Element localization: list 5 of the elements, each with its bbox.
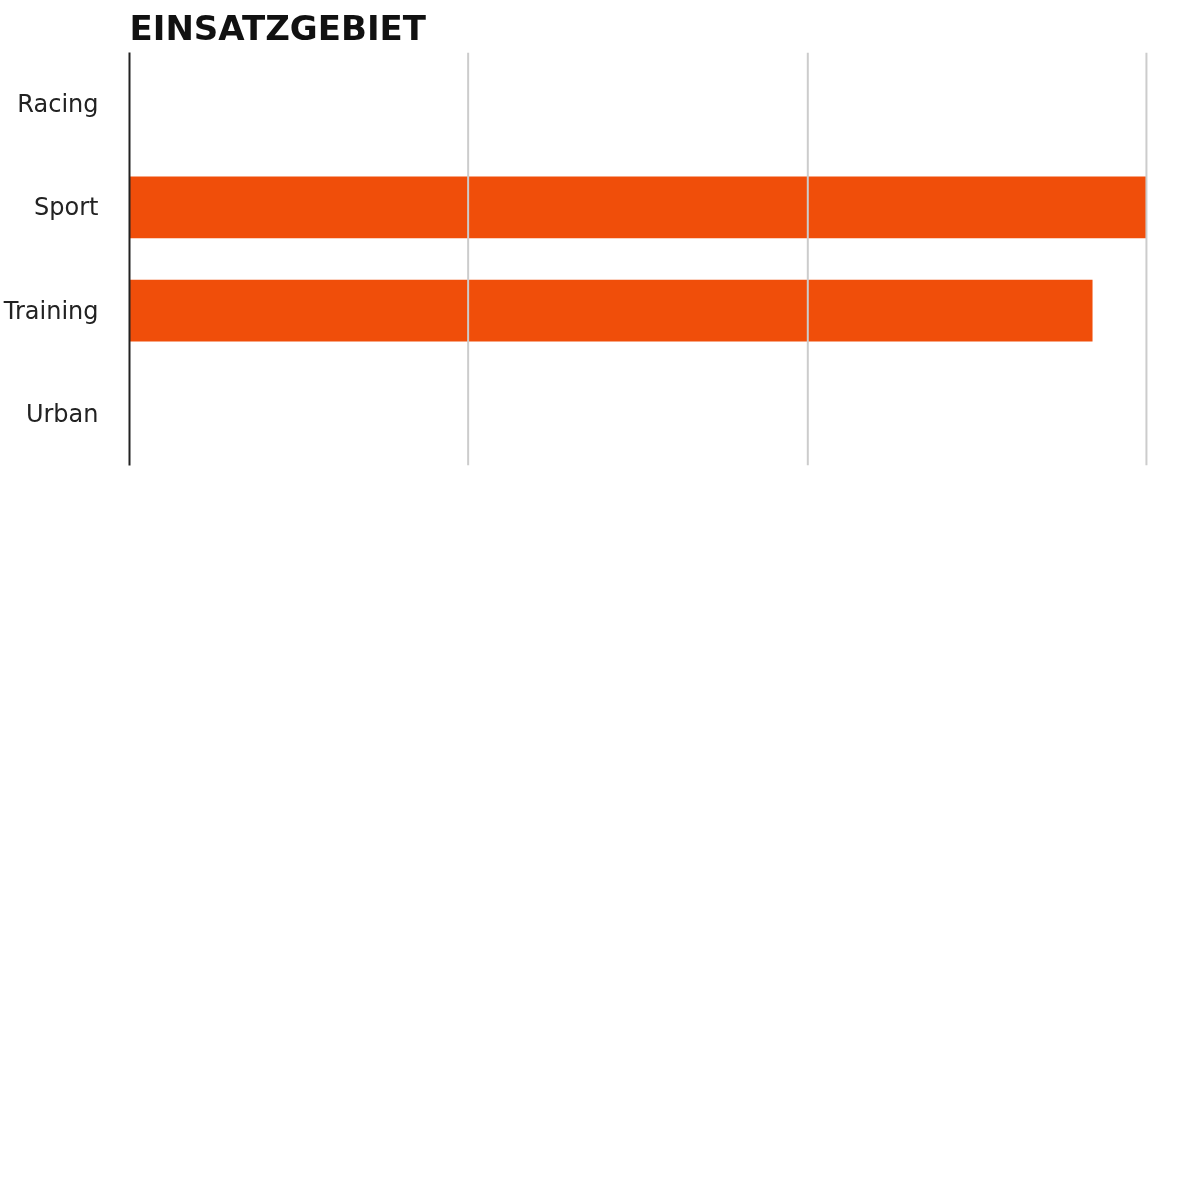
y-tick-label: Racing	[17, 90, 99, 119]
y-tick-label: Urban	[25, 399, 99, 428]
chart-title: EINSATZGEBIET	[129, 7, 427, 48]
y-tick-label: Sport	[34, 193, 99, 222]
y-tick-label: Training	[2, 296, 99, 325]
